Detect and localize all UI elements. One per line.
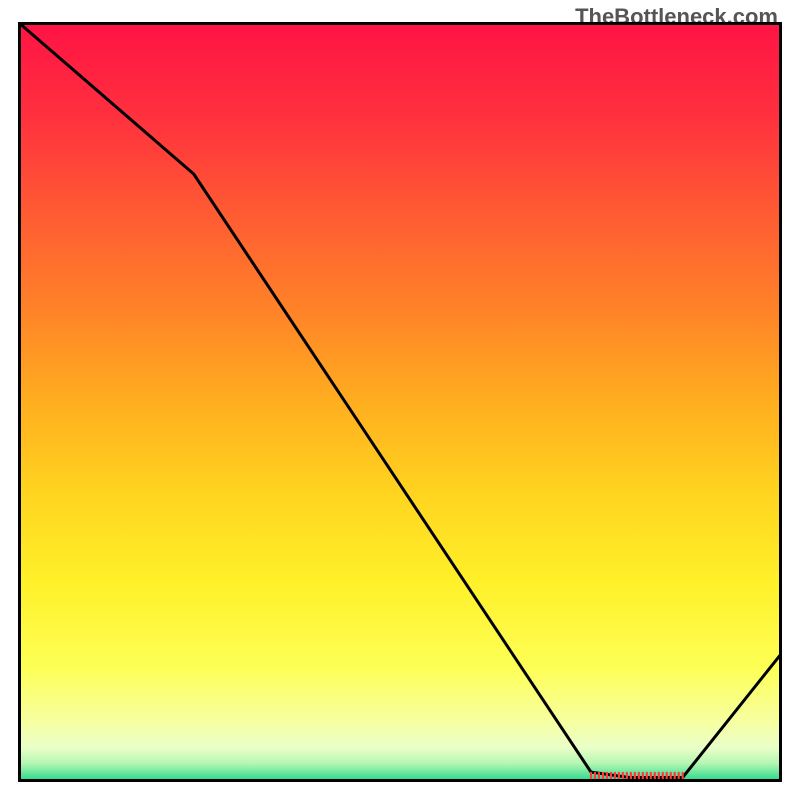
bottleneck-chart xyxy=(18,22,782,782)
chart-svg xyxy=(18,22,782,782)
